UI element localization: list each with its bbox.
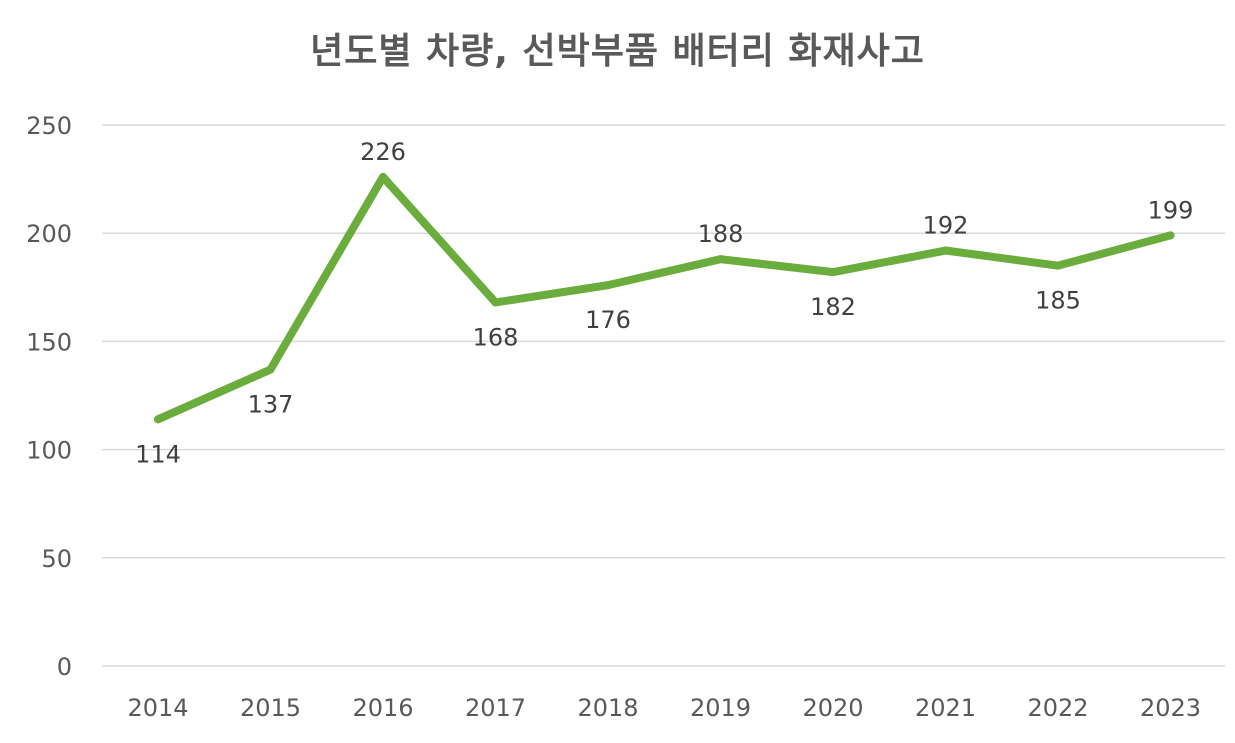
data-point: [154, 415, 162, 424]
data-label: 168: [473, 323, 519, 351]
data-point: [266, 365, 275, 374]
x-tick-label: 2021: [915, 694, 976, 722]
data-point: [1166, 231, 1175, 240]
y-tick-label: 250: [26, 112, 72, 140]
data-point: [379, 172, 387, 181]
data-point: [604, 281, 612, 290]
x-tick-label: 2017: [465, 694, 526, 722]
y-tick-label: 50: [41, 545, 72, 573]
data-label: 188: [698, 220, 744, 248]
data-label: 182: [810, 293, 856, 321]
y-tick-label: 150: [26, 328, 72, 356]
x-axis-ticks: 2014 2015 2016 2017 2018 2019 2020 2021 2022 2023: [127, 694, 1201, 722]
data-point: [941, 246, 950, 255]
x-tick-label: 2023: [1140, 694, 1201, 722]
series-group: [154, 172, 1175, 424]
x-tick-label: 2014: [127, 694, 188, 722]
x-tick-label: 2018: [577, 694, 638, 722]
x-tick-label: 2015: [240, 694, 301, 722]
y-tick-label: 100: [26, 437, 72, 465]
y-axis-ticks: 0 50 100 150 200 250: [26, 112, 72, 681]
y-tick-label: 0: [57, 653, 72, 681]
data-label: 114: [135, 440, 181, 468]
data-label: 226: [360, 138, 406, 166]
x-tick-label: 2019: [690, 694, 751, 722]
x-tick-label: 2020: [802, 694, 863, 722]
series-line: [154, 172, 1175, 424]
x-tick-label: 2022: [1027, 694, 1088, 722]
data-label: 176: [585, 306, 631, 334]
data-label: 185: [1035, 287, 1081, 315]
data-labels: 114 137 226 168 176 188 182 192 185 199: [135, 138, 1193, 468]
data-label: 199: [1148, 196, 1194, 224]
y-tick-label: 200: [26, 220, 72, 248]
x-tick-label: 2016: [352, 694, 413, 722]
data-point: [716, 255, 725, 264]
data-point: [491, 298, 500, 307]
data-label: 137: [248, 391, 294, 419]
data-point: [829, 268, 837, 277]
chart-title: 년도별 차량, 선박부품 배터리 화재사고: [310, 31, 925, 72]
data-label: 192: [923, 212, 969, 240]
data-point: [1054, 261, 1062, 270]
